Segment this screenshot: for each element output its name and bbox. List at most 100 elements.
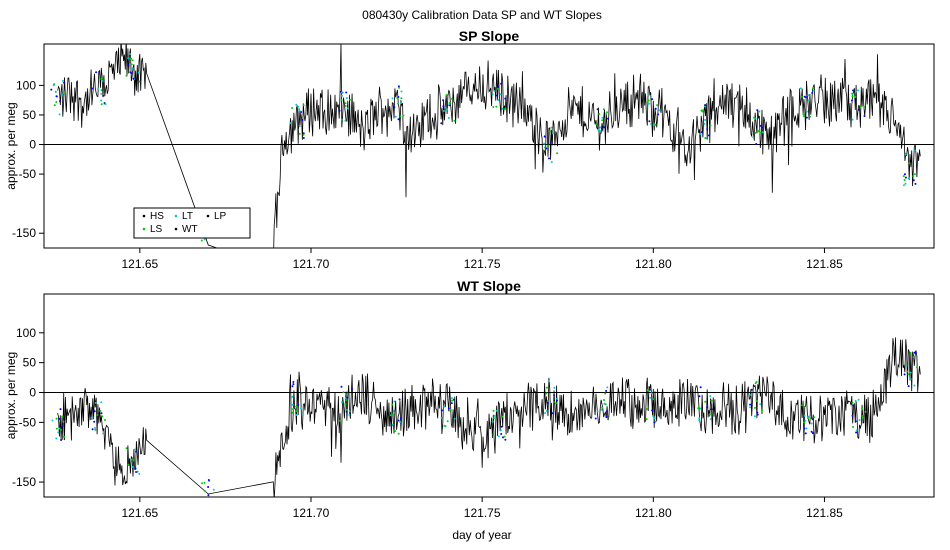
wt-calibration-point (600, 408, 603, 411)
figure-x-label: day of year (452, 528, 511, 542)
sp-calibration-point (344, 105, 347, 107)
sp-calibration-point (61, 79, 64, 82)
wt-calibration-point (136, 470, 139, 473)
wt-calibration-point (606, 410, 608, 413)
sp-calibration-point (805, 96, 807, 99)
sp-calibration-point (704, 119, 706, 121)
wt-calibration-point (207, 486, 210, 488)
sp-calibration-point (758, 129, 761, 132)
sp-calibration-point (657, 113, 660, 116)
wt-calibration-point (100, 401, 103, 404)
sp-calibration-point (214, 262, 216, 264)
sp-calibration-point (129, 71, 132, 74)
wt-calibration-point (698, 419, 701, 422)
sp-calibration-point (496, 87, 499, 90)
wt-calibration-point (301, 414, 304, 417)
sp-calibration-point (654, 123, 657, 126)
wt-calibration-point (913, 384, 916, 387)
sp-calibration-point (549, 142, 552, 145)
wt-calibration-point (645, 408, 648, 411)
wt-calibration-point (138, 472, 141, 475)
wt-calibration-point (291, 395, 294, 398)
wt-calibration-point (909, 378, 912, 380)
wt-calibration-point (299, 407, 302, 410)
wt-calibration-point (555, 402, 557, 405)
wt-calibration-point (391, 423, 394, 426)
wt-calibration-point (596, 410, 599, 413)
sp-calibration-point (595, 123, 598, 126)
wt-calibration-point (61, 415, 64, 418)
sp-calibration-point (802, 113, 805, 116)
sp-calibration-point (301, 119, 304, 121)
wt-calibration-point (604, 392, 607, 395)
wt-calibration-point (341, 401, 343, 404)
sp-calibration-point (55, 101, 58, 103)
sp-legend-label: LP (214, 211, 227, 222)
wt-x-tick-label: 121.70 (293, 506, 330, 520)
sp-x-tick-label: 121.75 (464, 257, 501, 271)
wt-calibration-point (93, 420, 96, 423)
wt-calibration-point (699, 407, 702, 410)
wt-calibration-point (440, 409, 443, 412)
sp-calibration-point (500, 82, 503, 85)
wt-calibration-point (446, 420, 449, 423)
sp-calibration-point (399, 102, 402, 105)
sp-calibration-point (203, 238, 206, 241)
sp-calibration-point (903, 173, 906, 176)
sp-calibration-point (601, 116, 604, 119)
sp-calibration-point (598, 113, 601, 116)
sp-calibration-point (904, 153, 907, 156)
sp-calibration-point (391, 97, 394, 100)
wt-calibration-point (551, 412, 554, 415)
sp-calibration-point (755, 143, 758, 145)
wt-calibration-point (907, 385, 910, 388)
sp-panel-title: SP Slope (459, 28, 520, 44)
wt-calibration-point (852, 404, 855, 407)
wt-calibration-point (130, 458, 132, 461)
wt-calibration-point (500, 425, 503, 428)
wt-calibration-point (61, 424, 64, 427)
wt-calibration-point (212, 488, 215, 491)
wt-calibration-point (397, 432, 400, 435)
wt-calibration-point (440, 416, 443, 419)
sp-y-label: approx. per meg (4, 102, 18, 189)
wt-calibration-point (55, 437, 58, 440)
sp-calibration-point (501, 107, 504, 110)
sp-calibration-point (302, 133, 305, 136)
wt-calibration-point (546, 400, 549, 403)
wt-calibration-point (133, 448, 136, 451)
sp-calibration-point (127, 64, 130, 66)
sp-calibration-point (445, 94, 448, 96)
sp-calibration-point (805, 116, 808, 119)
wt-calibration-point (392, 409, 395, 412)
sp-calibration-point (296, 128, 299, 131)
wt-calibration-point (862, 416, 864, 419)
sp-calibration-point (907, 177, 910, 179)
wt-calibration-point (650, 392, 653, 395)
sp-calibration-point (811, 92, 814, 94)
sp-calibration-point (912, 175, 915, 178)
wt-calibration-point (58, 417, 61, 420)
wt-calibration-point (697, 406, 700, 409)
sp-calibration-point (652, 124, 655, 126)
sp-calibration-point (601, 126, 603, 129)
wt-calibration-point (491, 420, 494, 423)
wt-calibration-point (345, 399, 348, 402)
wt-calibration-point (345, 410, 348, 413)
sp-calibration-point (602, 108, 605, 111)
sp-calibration-point (599, 130, 602, 132)
sp-calibration-point (854, 90, 857, 93)
wt-calibration-point (606, 386, 609, 389)
sp-calibration-point (800, 95, 803, 98)
sp-calibration-point (809, 115, 811, 118)
wt-calibration-point (208, 508, 210, 510)
wt-calibration-point (756, 392, 759, 395)
sp-calibration-point (300, 111, 303, 113)
wt-calibration-point (295, 414, 298, 416)
wt-calibration-point (207, 494, 210, 497)
sp-calibration-point (341, 118, 343, 121)
wt-calibration-point (94, 428, 97, 431)
sp-calibration-point (647, 102, 650, 105)
sp-calibration-point (908, 162, 911, 165)
sp-calibration-point (651, 98, 654, 101)
